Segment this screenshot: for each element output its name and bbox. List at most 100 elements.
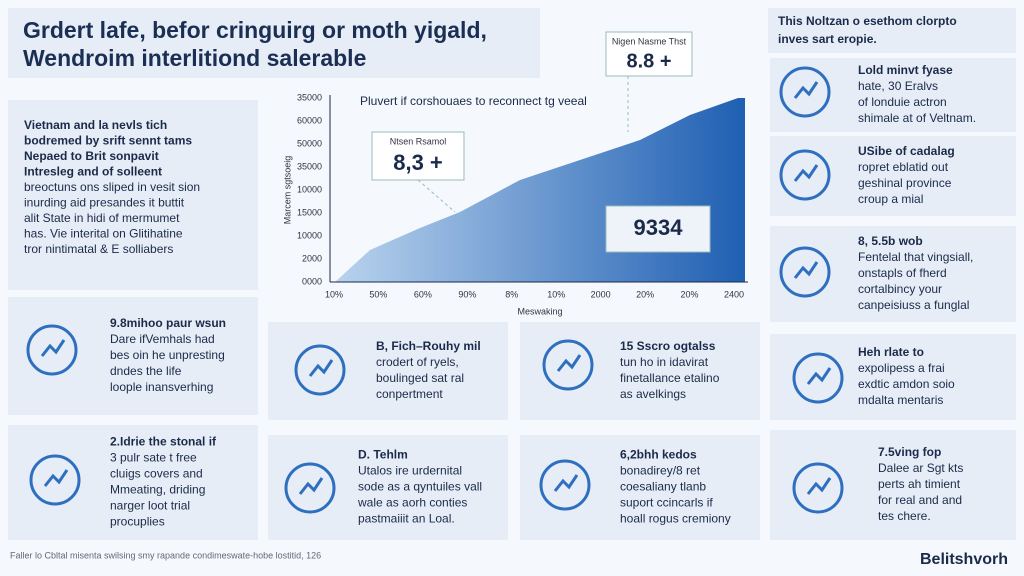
card-icon: [556, 354, 582, 372]
card-line: canpeisiuss a funglal: [858, 298, 969, 312]
y-tick-label: 35000: [297, 161, 322, 171]
card-line: bes oin he unpresting: [110, 348, 225, 362]
x-tick-label: 90%: [458, 289, 476, 299]
card-line: finetallance etalino: [620, 371, 720, 385]
card-line: cortalbincy your: [858, 282, 942, 296]
card: [770, 58, 1016, 132]
card: [268, 322, 508, 420]
card-icon: [539, 459, 591, 511]
card-line: for real and and: [878, 493, 962, 507]
intro-line: Vietnam and la nevls tich: [24, 118, 167, 132]
card-icon: [29, 454, 81, 506]
x-tick-label: 20%: [636, 289, 654, 299]
y-tick-label: 60000: [297, 115, 322, 125]
x-tick-label: 10%: [547, 289, 565, 299]
card-line: Utalos ire urdernital: [358, 464, 462, 478]
card-icon: [294, 344, 346, 396]
x-tick-label: 2400: [724, 289, 744, 299]
card-line: dndes the life: [110, 364, 182, 378]
intro-line: Nepaed to Brit sonpavit: [24, 149, 159, 163]
card-line: 6,2bhh kedos: [620, 448, 697, 462]
intro-line: alit State in hidi of mermumet: [24, 211, 180, 225]
title: Wendroim interlitiond salerable: [23, 45, 366, 71]
callout-value: 8,3 +: [393, 150, 443, 175]
card-icon: [779, 66, 831, 118]
y-tick-label: 10000: [297, 184, 322, 194]
card-line: 7.5ving fop: [878, 445, 941, 459]
card-icon: [542, 339, 594, 391]
card-icon: [793, 81, 819, 99]
card: [8, 297, 258, 415]
card-icon: [793, 261, 819, 279]
card-line: mdalta mentaris: [858, 393, 943, 407]
intro-line: inurding aid presandes it buttit: [24, 196, 185, 210]
card-line: geshinal province: [858, 176, 952, 190]
card-line: boulinged sat ral: [376, 371, 464, 385]
x-tick-label: 10%: [325, 289, 343, 299]
brand: Belitshvorh: [920, 551, 1008, 568]
card: [520, 435, 760, 540]
card: [770, 334, 1016, 420]
card-icon: [26, 324, 78, 376]
footer: Faller lo Cbltal misenta swilsing smy ra…: [10, 550, 321, 560]
card: [520, 322, 760, 420]
title-box: [8, 8, 540, 78]
card-line: pastmaiiit an Loal.: [358, 512, 455, 526]
card-line: croup a mial: [858, 192, 923, 206]
card-line: cluigs covers and: [110, 467, 203, 481]
card: [770, 430, 1016, 540]
callout-box: [605, 205, 711, 253]
card-line: coesaliany tlanb: [620, 480, 706, 494]
card-line: procuplies: [110, 515, 165, 529]
card: [268, 435, 508, 540]
intro-line: has. Vie interital on Glitihatine: [24, 227, 183, 241]
x-axis-label: Meswaking: [517, 306, 562, 316]
card-line: 2.Idrie the stonal if: [110, 435, 217, 449]
sidebar-title: inves sart eropie.: [778, 32, 877, 46]
y-tick-label: 35000: [297, 92, 322, 102]
card-icon: [779, 246, 831, 298]
card-line: exdtic amdon soio: [858, 377, 955, 391]
card: [770, 226, 1016, 322]
callout-box: [371, 131, 465, 181]
card-line: tes chere.: [878, 509, 931, 523]
x-tick-label: 50%: [369, 289, 387, 299]
x-tick-label: 2000: [591, 289, 611, 299]
callout-label: Ntsen Rsamol: [390, 136, 447, 146]
card-icon: [553, 474, 579, 492]
callout-line: [417, 179, 456, 213]
card-icon: [806, 477, 832, 495]
card-line: Fentelal that vingsiall,: [858, 250, 973, 264]
card-line: loople inansverhing: [110, 380, 213, 394]
intro-box: [8, 100, 258, 290]
card-line: Dalee ar Sgt kts: [878, 461, 963, 475]
card-line: as avelkings: [620, 387, 686, 401]
card-line: perts ah timient: [878, 477, 961, 491]
y-tick-label: 0000: [302, 276, 322, 286]
card-line: Mmeating, driding: [110, 483, 205, 497]
card-line: bonadirey/8 ret: [620, 464, 701, 478]
y-tick-label: 10000: [297, 230, 322, 240]
intro-line: Intresleg and of solleent: [24, 165, 162, 179]
card-line: wale as aorh conties: [357, 496, 467, 510]
y-tick-label: 50000: [297, 138, 322, 148]
chart-title: Pluvert if corshouaes to reconnect tg ve…: [360, 94, 587, 108]
card-line: suport ccincarls if: [620, 496, 713, 510]
callout-label: Nigen Nasme Thst: [612, 36, 687, 46]
card-icon: [806, 367, 832, 385]
card-line: tun ho in idavirat: [620, 355, 709, 369]
card-line: hoall rogus cremiony: [620, 512, 731, 526]
y-tick-label: 2000: [302, 253, 322, 263]
card-line: 3 pulr sate t free: [110, 451, 197, 465]
card-icon: [308, 359, 334, 377]
callout-value: 8.8 +: [626, 50, 671, 72]
card-line: narger loot trial: [110, 499, 190, 513]
card-icon: [792, 462, 844, 514]
card-line: Lold minvt fyase: [858, 63, 953, 77]
title: Grdert lafe, befor cringuirg or moth yig…: [23, 17, 487, 43]
card-line: 9.8mihoo paur wsun: [110, 316, 226, 330]
y-axis-label: Marcem sgtsoeig: [282, 156, 292, 225]
card-icon: [40, 339, 66, 357]
y-tick-label: 15000: [297, 207, 322, 217]
